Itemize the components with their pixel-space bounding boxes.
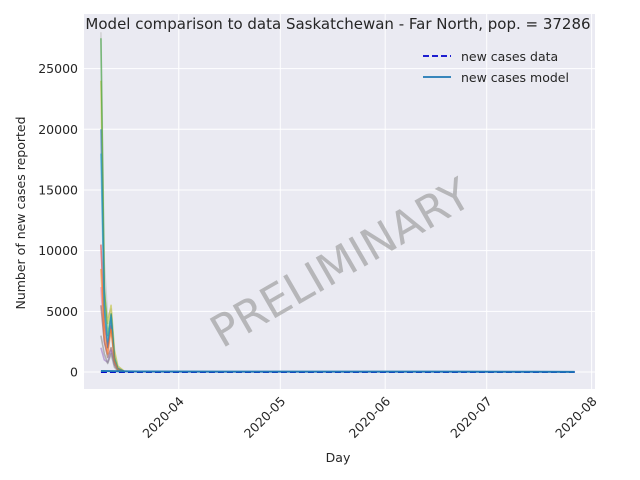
ensemble-line <box>100 268 125 373</box>
chart-title: Model comparison to data Saskatchewan - … <box>85 15 590 33</box>
y-tick-label: 5000 <box>46 304 78 319</box>
legend: new cases data new cases model <box>423 49 569 85</box>
plot-background <box>84 14 595 389</box>
y-tick-label: 10000 <box>38 243 78 258</box>
x-tick-label: 2020-04 <box>139 393 187 441</box>
x-tick-label: 2020-08 <box>552 393 600 441</box>
series-line-model <box>100 370 575 373</box>
x-tick-label: 2020-05 <box>241 394 289 442</box>
legend-label-model: new cases model <box>461 70 569 85</box>
y-tick-label: 15000 <box>38 182 78 197</box>
x-tick-label: 2020-07 <box>447 394 495 442</box>
legend-label-data: new cases data <box>461 49 558 64</box>
grid <box>84 14 595 389</box>
x-axis-label: Day <box>326 450 351 465</box>
x-tick-label: 2020-06 <box>346 393 394 441</box>
series-lines <box>100 370 575 374</box>
y-tick-label: 0 <box>70 365 78 380</box>
ensemble-lines <box>100 32 126 373</box>
x-axis: 2020-04 2020-05 2020-06 2020-07 2020-08 <box>139 393 599 441</box>
y-axis-label: Number of new cases reported <box>13 116 28 309</box>
y-tick-label: 25000 <box>38 61 78 76</box>
y-axis: 0 5000 10000 15000 20000 25000 <box>38 61 78 379</box>
y-tick-label: 20000 <box>38 122 78 137</box>
